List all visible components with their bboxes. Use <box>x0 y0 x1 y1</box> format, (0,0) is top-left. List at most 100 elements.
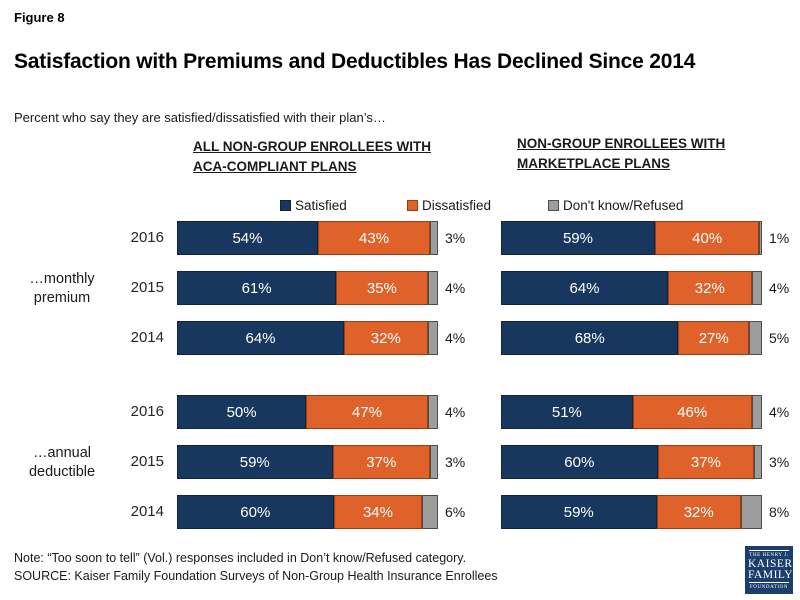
panel-header-line: NON-GROUP ENROLLEES WITH <box>517 136 726 151</box>
dont-know-value-label: 4% <box>445 280 466 296</box>
dont-know-value-label: 6% <box>445 504 466 520</box>
bar-value-label: 61% <box>241 279 272 297</box>
bar-segment-satisfied: 59% <box>501 221 655 255</box>
dont-know-swatch-icon <box>548 199 559 211</box>
bar-value-label: 68% <box>574 329 605 347</box>
satisfied-swatch-icon <box>280 199 291 211</box>
bar-segment-dissatisfied: 34% <box>333 495 423 529</box>
bar-value-label: 27% <box>698 329 729 347</box>
legend-label: Don't know/Refused <box>563 197 684 213</box>
bar-value-label: 60% <box>240 503 271 521</box>
group-label-line: premium <box>33 290 91 306</box>
dont-know-value-label: 3% <box>445 230 466 246</box>
bar-segment-don-t-know-refused <box>740 495 762 529</box>
bar-segment-dissatisfied: 40% <box>654 221 760 255</box>
group-label-line: …monthly <box>29 271 95 287</box>
stacked-bar-row: 50% 47% <box>177 395 438 429</box>
panel-header-marketplace: NON-GROUP ENROLLEES WITH MARKETPLACE PLA… <box>517 134 725 174</box>
figure-label: Figure 8 <box>14 10 65 25</box>
panel-header-line: ACA-COMPLIANT PLANS <box>193 159 357 174</box>
year-label: 2014 <box>130 503 164 520</box>
dont-know-value-label: 4% <box>445 404 466 420</box>
stacked-bar-row: 60% 34% <box>177 495 438 529</box>
bar-segment-satisfied: 54% <box>177 221 318 255</box>
bar-value-label: 43% <box>359 229 390 247</box>
bar-segment-don-t-know-refused <box>751 395 762 429</box>
bar-segment-don-t-know-refused <box>430 221 438 255</box>
bar-segment-satisfied: 61% <box>177 271 337 305</box>
bar-value-label: 40% <box>692 229 723 247</box>
bar-value-label: 32% <box>683 503 714 521</box>
page-title: Satisfaction with Premiums and Deductibl… <box>14 50 696 73</box>
bar-value-label: 59% <box>562 229 593 247</box>
bar-segment-dissatisfied: 47% <box>306 395 428 429</box>
bar-segment-don-t-know-refused <box>754 445 762 479</box>
bar-segment-dissatisfied: 37% <box>657 445 755 479</box>
dont-know-value-label: 3% <box>769 454 790 470</box>
group-label-annual-deductible: …annual deductible <box>6 444 118 482</box>
logo-rule <box>749 582 789 583</box>
bar-value-label: 54% <box>232 229 263 247</box>
bar-value-label: 35% <box>366 279 397 297</box>
bar-value-label: 46% <box>677 403 708 421</box>
year-label: 2016 <box>130 403 164 420</box>
stacked-bar-row: 59% 32% <box>501 495 762 529</box>
bar-value-label: 64% <box>245 329 276 347</box>
stacked-bar-row: 61% 35% <box>177 271 438 305</box>
dont-know-value-label: 4% <box>445 330 466 346</box>
bar-segment-don-t-know-refused <box>751 271 762 305</box>
bar-segment-satisfied: 50% <box>177 395 307 429</box>
bar-segment-don-t-know-refused <box>427 395 438 429</box>
logo-rule <box>749 550 789 551</box>
bar-value-label: 59% <box>563 503 594 521</box>
kff-logo: THE HENRY J. KAISER FAMILY FOUNDATION <box>745 546 793 594</box>
dont-know-value-label: 4% <box>769 404 790 420</box>
bar-segment-satisfied: 60% <box>177 495 334 529</box>
bar-segment-don-t-know-refused <box>748 321 762 355</box>
stacked-bar-row: 59% 40% <box>501 221 762 255</box>
bar-value-label: 32% <box>694 279 725 297</box>
logo-line-family: FAMILY <box>748 569 794 581</box>
legend-label: Satisfied <box>295 197 347 213</box>
bar-value-label: 32% <box>370 329 401 347</box>
bar-segment-dissatisfied: 43% <box>317 221 431 255</box>
bar-segment-don-t-know-refused <box>427 321 438 355</box>
bar-value-label: 60% <box>564 453 595 471</box>
bar-segment-don-t-know-refused <box>430 445 438 479</box>
dont-know-value-label: 1% <box>769 230 790 246</box>
dont-know-value-label: 5% <box>769 330 790 346</box>
dont-know-value-label: 4% <box>769 280 790 296</box>
bar-segment-dissatisfied: 27% <box>678 321 749 355</box>
bar-segment-satisfied: 68% <box>501 321 679 355</box>
stacked-bar-row: 68% 27% <box>501 321 762 355</box>
subtitle: Percent who say they are satisfied/dissa… <box>14 110 386 125</box>
source-text: SOURCE: Kaiser Family Foundation Surveys… <box>14 569 498 583</box>
stacked-bar-row: 59% 37% <box>177 445 438 479</box>
bar-value-label: 37% <box>690 453 721 471</box>
year-label: 2014 <box>130 329 164 346</box>
dont-know-value-label: 3% <box>445 454 466 470</box>
bar-value-label: 34% <box>362 503 393 521</box>
logo-line-foundation: FOUNDATION <box>749 585 789 590</box>
bar-value-label: 64% <box>569 279 600 297</box>
dont-know-value-label: 8% <box>769 504 790 520</box>
bar-value-label: 50% <box>226 403 257 421</box>
year-label: 2015 <box>130 453 164 470</box>
bar-segment-dissatisfied: 32% <box>668 271 752 305</box>
panel-header-aca-compliant: ALL NON-GROUP ENROLLEES WITH ACA-COMPLIA… <box>193 137 431 177</box>
panel-header-line: ALL NON-GROUP ENROLLEES WITH <box>193 139 432 154</box>
bar-segment-dissatisfied: 37% <box>332 445 431 479</box>
bar-segment-satisfied: 64% <box>501 271 669 305</box>
bar-segment-don-t-know-refused <box>422 495 438 529</box>
stacked-bar-row: 54% 43% <box>177 221 438 255</box>
stacked-bar-row: 64% 32% <box>501 271 762 305</box>
panel-header-line: MARKETPLACE PLANS <box>517 156 671 171</box>
bar-segment-dissatisfied: 35% <box>336 271 428 305</box>
group-label-line: deductible <box>28 464 96 480</box>
bar-segment-satisfied: 59% <box>501 495 657 529</box>
bar-segment-satisfied: 59% <box>177 445 333 479</box>
stacked-bar-row: 64% 32% <box>177 321 438 355</box>
dissatisfied-swatch-icon <box>407 199 418 211</box>
legend-item-satisfied: Satisfied <box>280 197 347 213</box>
